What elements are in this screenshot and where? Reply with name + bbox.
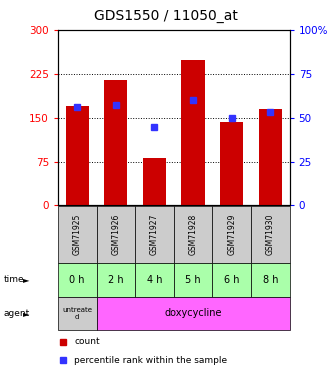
Bar <box>259 109 282 206</box>
Bar <box>97 263 135 297</box>
Text: count: count <box>74 337 100 346</box>
Bar <box>174 263 213 297</box>
Bar <box>251 263 290 297</box>
Bar <box>220 122 243 206</box>
Text: ►: ► <box>23 275 29 284</box>
Text: GSM71925: GSM71925 <box>73 213 82 255</box>
Bar <box>181 60 205 206</box>
Text: ►: ► <box>23 309 29 318</box>
Text: GSM71930: GSM71930 <box>266 213 275 255</box>
Bar <box>213 206 251 263</box>
Text: GSM71929: GSM71929 <box>227 213 236 255</box>
Text: percentile rank within the sample: percentile rank within the sample <box>74 356 227 364</box>
Text: 4 h: 4 h <box>147 275 162 285</box>
Bar <box>213 263 251 297</box>
Bar <box>66 106 89 206</box>
Text: 8 h: 8 h <box>262 275 278 285</box>
Text: time: time <box>3 275 24 284</box>
Text: GSM71926: GSM71926 <box>111 213 120 255</box>
Text: 6 h: 6 h <box>224 275 239 285</box>
Bar <box>135 206 174 263</box>
Text: 0 h: 0 h <box>70 275 85 285</box>
Text: GDS1550 / 11050_at: GDS1550 / 11050_at <box>94 9 237 23</box>
Bar <box>104 80 127 206</box>
Text: agent: agent <box>3 309 29 318</box>
Bar <box>135 263 174 297</box>
Text: 2 h: 2 h <box>108 275 124 285</box>
Text: 5 h: 5 h <box>185 275 201 285</box>
Bar <box>97 297 290 330</box>
Text: GSM71928: GSM71928 <box>189 213 198 255</box>
Bar <box>251 206 290 263</box>
Bar <box>58 263 97 297</box>
Text: doxycycline: doxycycline <box>164 309 222 318</box>
Text: untreate
d: untreate d <box>62 307 92 320</box>
Bar <box>97 206 135 263</box>
Bar <box>143 158 166 206</box>
Bar <box>174 206 213 263</box>
Bar <box>58 297 97 330</box>
Bar <box>58 206 97 263</box>
Text: GSM71927: GSM71927 <box>150 213 159 255</box>
